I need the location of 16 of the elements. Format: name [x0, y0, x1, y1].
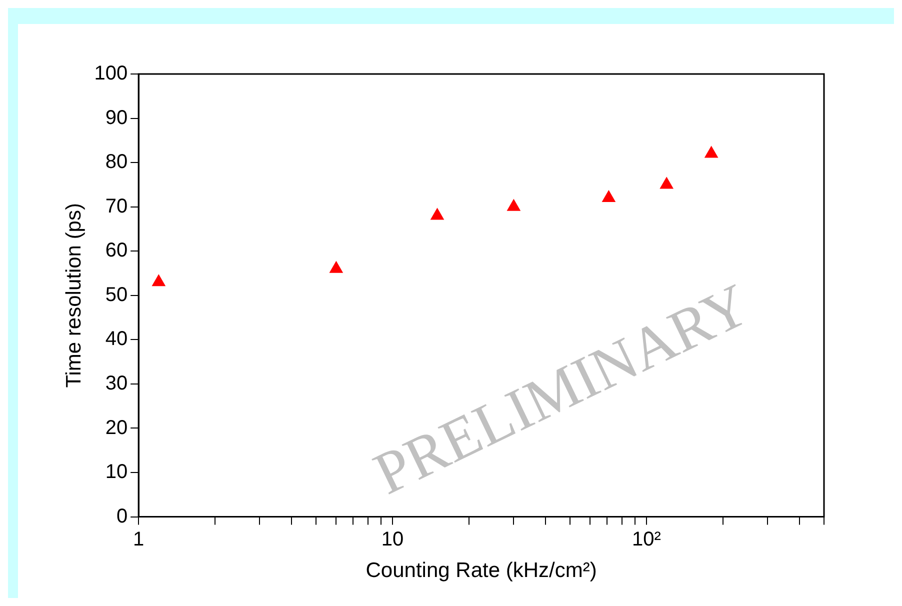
x-tick-label: 1	[133, 528, 144, 550]
y-axis-title: Time resolution (ps)	[62, 203, 86, 388]
x-axis-title: Counting Rate (kHz/cm²)	[366, 559, 597, 582]
x-tick-label: 10²	[632, 528, 662, 550]
y-tick-label: 20	[105, 416, 128, 439]
y-tick-label: 80	[105, 151, 128, 174]
y-tick-label: 10	[105, 461, 128, 484]
y-tick-label: 70	[105, 195, 128, 218]
y-tick-label: 100	[94, 62, 128, 85]
x-tick-label: 10	[381, 528, 404, 550]
y-tick-label: 40	[105, 328, 128, 350]
y-tick-label: 60	[105, 240, 128, 262]
y-tick-label: 90	[105, 106, 128, 129]
y-tick-label: 30	[105, 372, 128, 394]
y-tick-label: 0	[116, 505, 128, 528]
y-tick-label: 50	[105, 284, 128, 306]
